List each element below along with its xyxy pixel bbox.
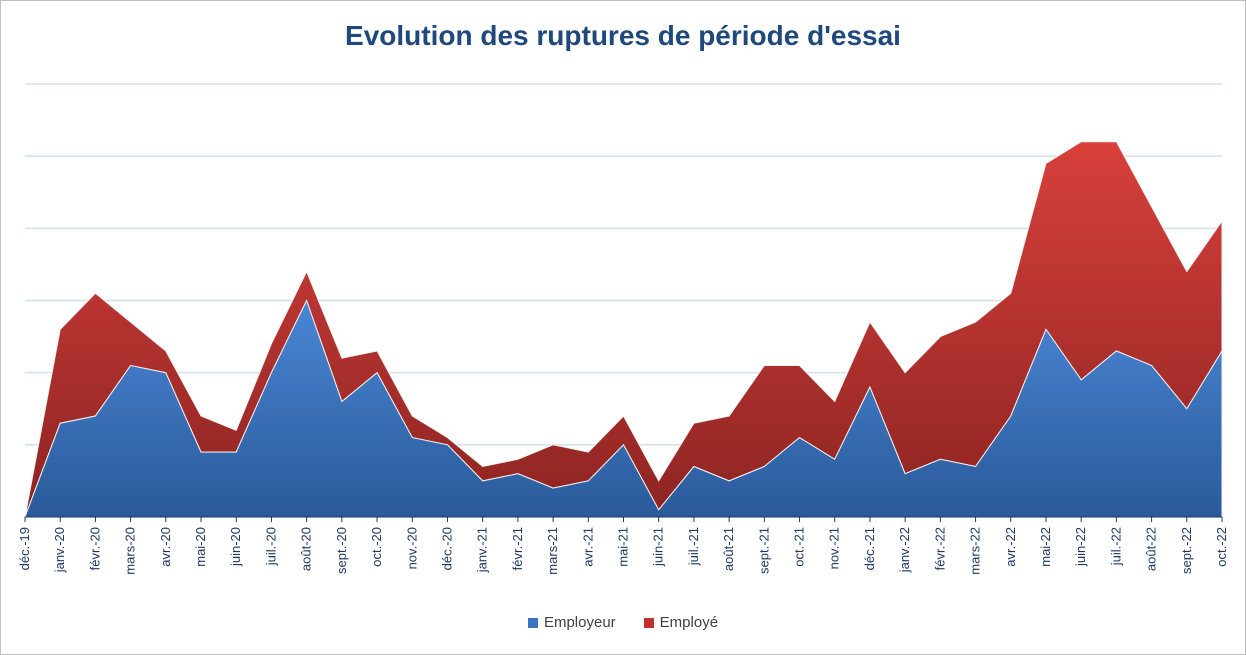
legend-swatch — [643, 617, 654, 628]
legend-label: Employeur — [543, 614, 616, 631]
x-tick-label: févr.-20 — [87, 527, 102, 570]
x-tick-label: nov.-20 — [404, 527, 419, 569]
x-tick-label: juil.-22 — [1108, 527, 1123, 566]
x-tick-label: déc.-19 — [17, 527, 32, 570]
legend-item: Employé — [643, 614, 719, 631]
x-tick-label: mai-20 — [193, 527, 208, 567]
x-tick-label: janv.-22 — [897, 527, 912, 573]
x-tick-label: mars-22 — [968, 527, 983, 575]
x-tick-label: juil.-20 — [263, 527, 278, 566]
x-tick-label: mai-22 — [1038, 527, 1053, 567]
x-tick-label: févr.-22 — [932, 527, 947, 570]
legend-swatch — [527, 617, 538, 628]
x-tick-label: juin-22 — [1073, 527, 1088, 567]
x-tick-label: août-21 — [721, 527, 736, 571]
x-tick-label: juin-21 — [651, 527, 666, 567]
x-tick-label: nov.-21 — [827, 527, 842, 569]
x-tick-label: sept.-22 — [1179, 527, 1194, 574]
x-tick-label: sept.-21 — [756, 527, 771, 574]
legend: Employeur Employé — [0, 614, 1246, 632]
chart-title: Evolution des ruptures de période d'essa… — [345, 20, 901, 51]
x-tick-label: août-20 — [299, 527, 314, 571]
x-tick-label: mars-21 — [545, 527, 560, 575]
x-tick-label: juil.-21 — [686, 527, 701, 566]
x-tick-label: déc.-20 — [439, 527, 454, 570]
x-tick-label: mai-21 — [616, 527, 631, 567]
x-tick-label: avr.-20 — [158, 527, 173, 567]
x-tick-label: juin-20 — [228, 527, 243, 567]
legend-item: Employeur — [527, 614, 616, 631]
legend-label: Employé — [659, 614, 719, 631]
x-tick-label: janv.-21 — [475, 527, 490, 573]
x-tick-label: oct.-21 — [792, 527, 807, 567]
x-tick-label: avr.-21 — [580, 527, 595, 567]
x-tick-label: sept.-20 — [334, 527, 349, 574]
x-tick-label: déc.-21 — [862, 527, 877, 570]
x-tick-label: oct.-22 — [1214, 527, 1229, 567]
x-tick-label: mars-20 — [123, 527, 138, 575]
x-tick-label: févr.-21 — [510, 527, 525, 570]
series-employeur-area — [24, 299, 1223, 518]
x-tick-label: janv.-20 — [52, 527, 67, 573]
x-tick-label: oct.-20 — [369, 527, 384, 567]
x-tick-label: août-22 — [1144, 527, 1159, 571]
x-tick-label: avr.-22 — [1003, 527, 1018, 567]
